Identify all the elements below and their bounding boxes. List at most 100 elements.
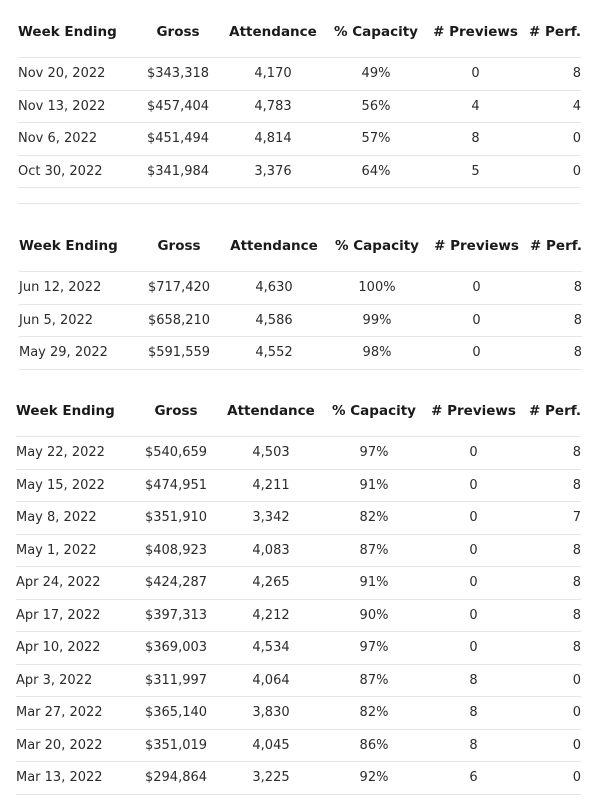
performances-cell: 8 bbox=[525, 598, 581, 632]
table-row: May 1, 2022 $408,923 4,083 87% 0 8 bbox=[16, 533, 581, 567]
attendance-cell: 4,064 bbox=[216, 663, 326, 697]
attendance-header: Attendance bbox=[230, 237, 318, 254]
week-ending-cell: Apr 3, 2022 bbox=[16, 663, 136, 697]
table-row: May 29, 2022 $591,559 4,552 98% 0 8 bbox=[19, 336, 582, 370]
attendance-cell: 4,212 bbox=[216, 598, 326, 632]
previews-cell: 8 bbox=[422, 696, 525, 729]
performances-header: # Perf. bbox=[529, 23, 581, 40]
table-row: May 15, 2022 $474,951 4,211 91% 0 8 bbox=[16, 468, 581, 502]
previews-cell: 0 bbox=[422, 598, 525, 632]
week-ending-cell: May 1, 2022 bbox=[16, 533, 136, 567]
capacity-cell: 99% bbox=[329, 303, 425, 337]
table-header-row: Week Ending Gross Attendance % Capacity … bbox=[16, 385, 581, 437]
week-ending-cell: Mar 20, 2022 bbox=[16, 728, 136, 762]
capacity-cell: 87% bbox=[326, 533, 422, 567]
capacity-cell: 97% bbox=[326, 436, 422, 469]
previews-cell: 0 bbox=[422, 468, 525, 502]
capacity-cell: 100% bbox=[329, 271, 425, 304]
performances-cell: 8 bbox=[528, 303, 582, 337]
gross-cell: $351,019 bbox=[136, 728, 216, 762]
capacity-cell: 91% bbox=[326, 566, 422, 599]
performances-cell: 8 bbox=[525, 533, 581, 567]
table-row: Nov 6, 2022 $451,494 4,814 57% 8 0 bbox=[18, 122, 581, 155]
capacity-cell: 64% bbox=[328, 154, 424, 188]
attendance-header: Attendance bbox=[229, 23, 317, 40]
previews-cell: 8 bbox=[422, 728, 525, 762]
gross-cell: $341,984 bbox=[138, 154, 218, 188]
performances-cell: 0 bbox=[525, 696, 581, 729]
table-row: Apr 3, 2022 $311,997 4,064 87% 8 0 bbox=[16, 663, 581, 697]
capacity-cell: 87% bbox=[326, 663, 422, 697]
week-ending-cell: May 8, 2022 bbox=[16, 501, 136, 534]
gross-cell: $540,659 bbox=[136, 436, 216, 469]
table-row: Oct 30, 2022 $341,984 3,376 64% 5 0 bbox=[18, 154, 581, 188]
attendance-cell: 4,586 bbox=[219, 303, 329, 337]
gross-cell: $369,003 bbox=[136, 631, 216, 664]
attendance-cell: 3,376 bbox=[218, 154, 328, 188]
performances-cell: 0 bbox=[527, 122, 581, 155]
gross-cell: $365,140 bbox=[136, 696, 216, 729]
attendance-cell: 4,265 bbox=[216, 566, 326, 599]
attendance-cell: 3,830 bbox=[216, 696, 326, 729]
capacity-cell: 82% bbox=[326, 501, 422, 534]
table-row: Apr 10, 2022 $369,003 4,534 97% 0 8 bbox=[16, 631, 581, 664]
week-ending-header: Week Ending bbox=[16, 402, 115, 419]
attendance-cell: 3,225 bbox=[216, 761, 326, 795]
table-row: Apr 24, 2022 $424,287 4,265 91% 0 8 bbox=[16, 566, 581, 599]
table-header-row: Week Ending Gross Attendance % Capacity … bbox=[19, 220, 582, 272]
week-ending-cell: Jun 12, 2022 bbox=[19, 271, 139, 304]
gross-cell: $424,287 bbox=[136, 566, 216, 599]
week-ending-cell: May 15, 2022 bbox=[16, 468, 136, 502]
gross-cell: $351,910 bbox=[136, 501, 216, 534]
capacity-cell: 90% bbox=[326, 598, 422, 632]
previews-cell: 8 bbox=[424, 122, 527, 155]
gross-cell: $658,210 bbox=[139, 303, 219, 337]
grosses-table: Week Ending Gross Attendance % Capacity … bbox=[18, 6, 581, 188]
week-ending-cell: May 22, 2022 bbox=[16, 436, 136, 469]
previews-cell: 8 bbox=[422, 663, 525, 697]
performances-cell: 0 bbox=[525, 728, 581, 762]
week-ending-cell: Apr 24, 2022 bbox=[16, 566, 136, 599]
capacity-header: % Capacity bbox=[332, 402, 416, 419]
table-row: May 22, 2022 $540,659 4,503 97% 0 8 bbox=[16, 436, 581, 469]
gross-cell: $311,997 bbox=[136, 663, 216, 697]
performances-cell: 8 bbox=[525, 566, 581, 599]
attendance-cell: 4,534 bbox=[216, 631, 326, 664]
gross-cell: $343,318 bbox=[138, 57, 218, 90]
capacity-header: % Capacity bbox=[334, 23, 418, 40]
performances-cell: 8 bbox=[527, 57, 581, 90]
capacity-cell: 49% bbox=[328, 57, 424, 90]
attendance-cell: 3,342 bbox=[216, 501, 326, 534]
table-row: Jun 5, 2022 $658,210 4,586 99% 0 8 bbox=[19, 303, 582, 337]
week-ending-cell: Mar 13, 2022 bbox=[16, 761, 136, 795]
week-ending-header: Week Ending bbox=[19, 237, 118, 254]
attendance-cell: 4,503 bbox=[216, 436, 326, 469]
gross-cell: $457,404 bbox=[138, 89, 218, 123]
gross-header: Gross bbox=[157, 237, 201, 254]
performances-cell: 0 bbox=[525, 663, 581, 697]
performances-cell: 4 bbox=[527, 89, 581, 123]
gross-header: Gross bbox=[156, 23, 200, 40]
performances-cell: 8 bbox=[525, 468, 581, 502]
gross-cell: $474,951 bbox=[136, 468, 216, 502]
capacity-cell: 91% bbox=[326, 468, 422, 502]
previews-header: # Previews bbox=[431, 402, 516, 419]
attendance-cell: 4,211 bbox=[216, 468, 326, 502]
section-divider bbox=[18, 203, 581, 204]
performances-cell: 8 bbox=[528, 271, 582, 304]
week-ending-cell: Apr 17, 2022 bbox=[16, 598, 136, 632]
previews-cell: 0 bbox=[422, 631, 525, 664]
table-row: Nov 20, 2022 $343,318 4,170 49% 0 8 bbox=[18, 57, 581, 90]
week-ending-cell: May 29, 2022 bbox=[19, 336, 139, 370]
previews-header: # Previews bbox=[434, 237, 519, 254]
performances-cell: 8 bbox=[525, 436, 581, 469]
previews-cell: 0 bbox=[425, 303, 528, 337]
previews-cell: 5 bbox=[424, 154, 527, 188]
previews-cell: 0 bbox=[425, 336, 528, 370]
week-ending-cell: Jun 5, 2022 bbox=[19, 303, 139, 337]
attendance-header: Attendance bbox=[227, 402, 315, 419]
attendance-cell: 4,083 bbox=[216, 533, 326, 567]
attendance-cell: 4,552 bbox=[219, 336, 329, 370]
attendance-cell: 4,045 bbox=[216, 728, 326, 762]
week-ending-cell: Nov 13, 2022 bbox=[18, 89, 138, 123]
